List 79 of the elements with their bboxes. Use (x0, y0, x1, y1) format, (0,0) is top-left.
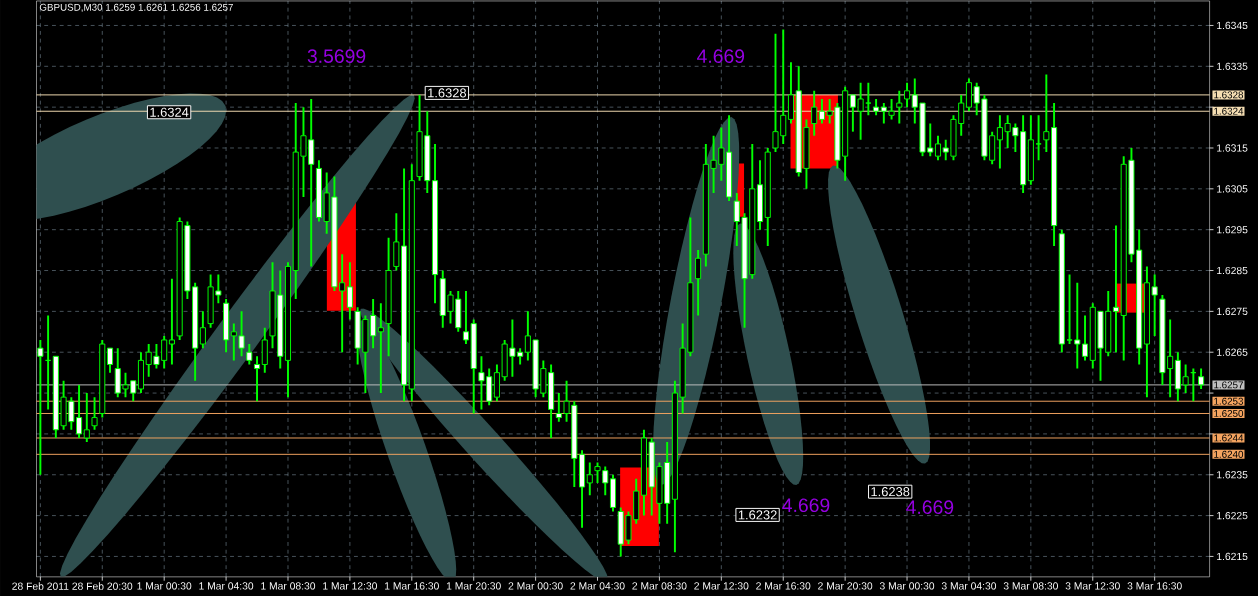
candlestick (346, 261, 353, 321)
x-tick-label: 2 Mar 12:30 (694, 582, 749, 590)
candlestick (83, 391, 90, 443)
candlestick (408, 163, 415, 403)
x-tick-label: 3 Mar 00:30 (879, 582, 935, 590)
chart-title: GBPUSD,M30 1.6259 1.6261 1.6256 1.6257 (39, 3, 233, 12)
ref-line-label: 1.6244 (1214, 434, 1244, 442)
x-tick-label: 1 Mar 00:30 (137, 582, 192, 590)
x-tick-label: 28 Feb 20:30 (72, 582, 133, 590)
candlestick (1112, 224, 1120, 354)
candlestick (91, 396, 98, 431)
y-tick-label: 1.6335 (1217, 62, 1248, 70)
ref-line-label: 1.6328 (1214, 91, 1244, 99)
candlestick (1027, 114, 1034, 186)
x-tick-label: 2 Mar 04:30 (570, 582, 625, 590)
annotation: 3.5699 (307, 49, 366, 63)
annotation: 1.6328 (428, 88, 467, 98)
x-tick-label: 1 Mar 04:30 (199, 582, 254, 590)
ref-line-label: 1.6240 (1214, 450, 1244, 458)
x-tick-label: 2 Mar 08:30 (632, 582, 687, 590)
annotation: 4.669 (697, 49, 745, 63)
y-tick-label: 1.6215 (1217, 552, 1248, 560)
candlestick (873, 97, 880, 117)
y-tick-label: 1.6345 (1217, 21, 1248, 30)
y-tick-label: 1.6295 (1217, 225, 1248, 234)
annotation: 1.6324 (150, 107, 189, 117)
x-tick-label: 3 Mar 04:30 (941, 582, 997, 590)
y-tick-label: 1.6235 (1217, 470, 1248, 479)
candlestick (764, 146, 771, 247)
candlestick (695, 249, 702, 317)
x-tick-label: 1 Mar 20:30 (446, 582, 501, 590)
candlestick (246, 342, 253, 366)
candlestick (223, 298, 230, 354)
y-tick-label: 1.6275 (1217, 307, 1248, 315)
candlestick (811, 89, 818, 137)
y-tick-label: 1.6285 (1217, 266, 1248, 275)
candlestick (756, 159, 764, 231)
ref-line-label: 1.6250 (1214, 409, 1244, 417)
candlestick (1066, 273, 1073, 345)
x-tick-label: 3 Mar 12:30 (1065, 582, 1120, 590)
candlestick (865, 81, 872, 117)
candlestick (896, 89, 903, 125)
x-tick-label: 3 Mar 08:30 (1003, 582, 1058, 590)
y-tick-label: 1.6305 (1217, 185, 1248, 193)
candlestick (168, 277, 175, 366)
candlestick (1035, 114, 1042, 162)
candlestick (586, 461, 593, 497)
x-tick-label: 1 Mar 08:30 (261, 582, 316, 590)
annotation: 4.669 (906, 500, 954, 514)
x-tick-label: 3 Mar 16:30 (1127, 582, 1182, 590)
candlestick (284, 261, 292, 399)
annotation: 1.6238 (871, 487, 910, 497)
candlestick (462, 289, 470, 345)
x-tick-label: 1 Mar 16:30 (385, 582, 439, 590)
candlestick (431, 142, 439, 305)
ref-line-label: 1.6253 (1214, 397, 1244, 405)
y-tick-label: 1.6225 (1217, 511, 1248, 520)
candlestick (254, 355, 261, 403)
candlestick (470, 318, 477, 415)
x-tick-label: 1 Mar 12:30 (323, 582, 378, 590)
x-tick-label: 2 Mar 20:30 (818, 582, 873, 590)
candlestick (261, 326, 268, 374)
y-tick-label: 1.6265 (1217, 348, 1248, 356)
candlestick (137, 351, 145, 394)
ref-line-label: 1.6257 (1214, 381, 1243, 389)
candlestick (199, 310, 206, 349)
x-tick-label: 2 Mar 00:30 (508, 582, 563, 590)
annotation: 4.669 (782, 498, 830, 512)
x-tick-label: 2 Mar 16:30 (756, 582, 811, 590)
annotation: 1.6232 (738, 510, 777, 520)
candlestick (787, 61, 795, 125)
candlestick (1081, 314, 1089, 362)
candlestick (377, 302, 384, 394)
y-tick-label: 1.6315 (1217, 144, 1248, 152)
x-tick-label: 28 Feb 2011 (12, 582, 69, 590)
candlestick (106, 347, 114, 374)
candlestick (385, 236, 392, 358)
ref-line-label: 1.6324 (1214, 107, 1244, 115)
candlestick (1074, 281, 1081, 370)
